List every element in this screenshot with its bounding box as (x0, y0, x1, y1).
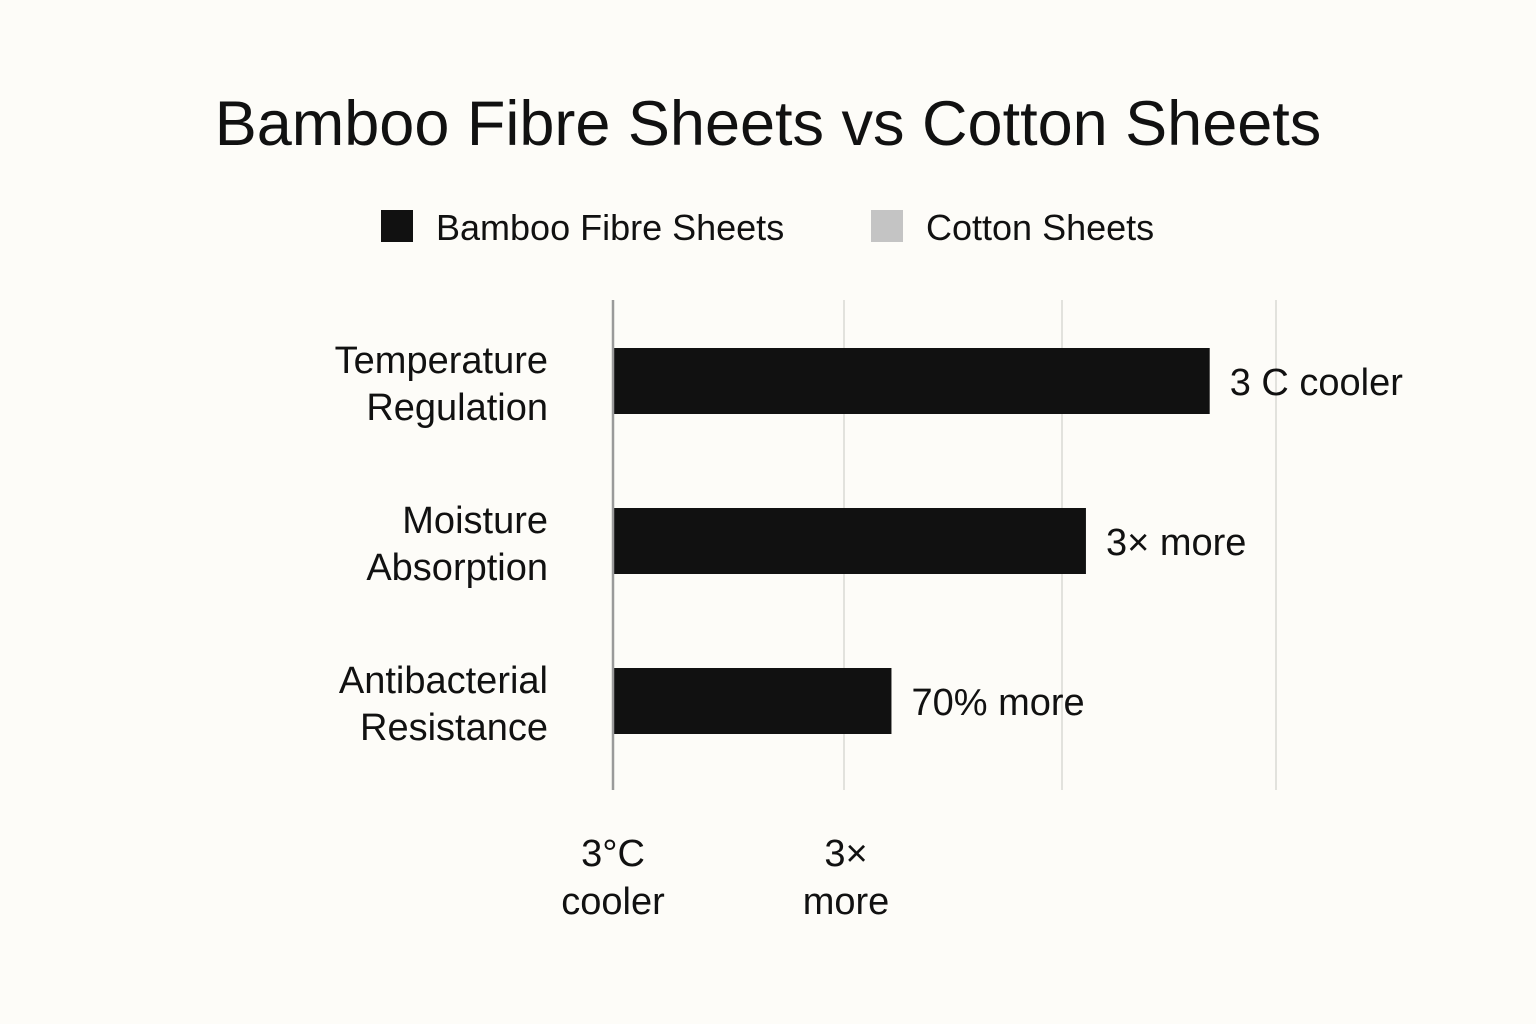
bar-value-label-0: 3 C cooler (1230, 362, 1404, 404)
legend-swatch-bamboo (381, 210, 413, 242)
bar-value-label-2: 70% more (911, 682, 1084, 724)
chart-title: Bamboo Fibre Sheets vs Cotton Sheets (214, 89, 1322, 159)
legend-swatch-cotton (871, 210, 903, 242)
category-label-0: Temperature Regulation (335, 340, 548, 429)
legend-label-bamboo: Bamboo Fibre Sheets (436, 207, 785, 248)
x-tick-label-1: 3× more (803, 833, 890, 923)
x-tick-label-0: 3°C cooler (561, 833, 665, 923)
bar-1 (613, 508, 1086, 574)
bar-0 (613, 348, 1210, 414)
category-label-2: Antibacterial Resistance (339, 660, 548, 749)
category-label-1: Moisture Absorption (366, 500, 548, 589)
bar-2 (613, 668, 892, 734)
legend: Bamboo Fibre Sheets Cotton Sheets (0, 206, 1536, 252)
legend-label-cotton: Cotton Sheets (926, 207, 1155, 248)
bar-value-label-1: 3× more (1106, 522, 1246, 564)
